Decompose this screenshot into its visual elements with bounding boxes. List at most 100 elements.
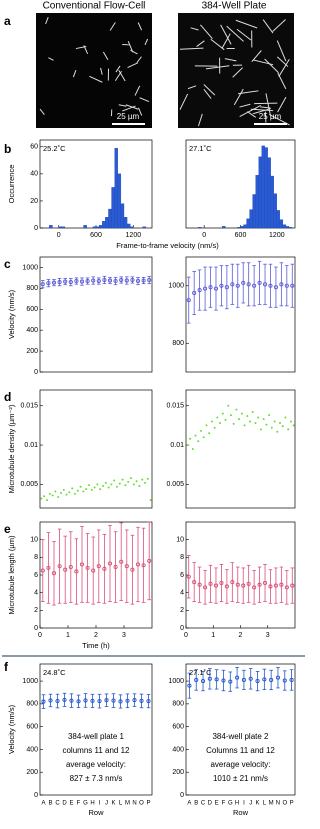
- note: average velocity:: [210, 760, 270, 769]
- y-tick-label: 6: [180, 572, 184, 579]
- filament: [220, 24, 232, 45]
- y-tick-label: 20: [30, 198, 38, 205]
- point: [262, 580, 268, 586]
- x-tick-label: 1: [211, 632, 215, 639]
- filament: [134, 85, 141, 96]
- plot-frame: [39, 521, 153, 629]
- filament: [115, 65, 121, 73]
- y-tick-label: 200: [172, 769, 184, 776]
- filament: [203, 88, 212, 99]
- filament: [122, 105, 136, 112]
- plot-frame: [39, 663, 153, 796]
- point: [257, 582, 262, 587]
- x-tick-label: B: [48, 801, 52, 807]
- figure: Conventional Flow-Cell 384-Well Plate 25…: [2, 0, 305, 817]
- filament: [138, 107, 143, 116]
- panel-label: c: [4, 257, 11, 271]
- point: [118, 699, 123, 704]
- x-tick-label: O: [282, 801, 287, 807]
- point: [96, 278, 101, 284]
- histogram-bar: [83, 225, 87, 229]
- x-tick-label: D: [208, 801, 213, 807]
- y-tick-label: 600: [26, 306, 38, 313]
- x-tick-label: G: [83, 801, 88, 807]
- point: [74, 278, 79, 284]
- point: [268, 584, 273, 589]
- filament: [89, 75, 103, 83]
- histogram-bar: [142, 226, 146, 229]
- filament: [253, 59, 274, 66]
- point: [248, 676, 253, 681]
- filament: [179, 47, 204, 50]
- point: [55, 698, 60, 704]
- x-tick-label: M: [269, 801, 274, 807]
- x-tick-label: J: [105, 801, 108, 807]
- point: [149, 499, 152, 502]
- point: [113, 278, 118, 284]
- point: [119, 559, 124, 564]
- point: [147, 277, 152, 283]
- point: [287, 428, 290, 431]
- point: [279, 582, 284, 587]
- filament: [224, 58, 237, 62]
- histogram-bar: [102, 221, 106, 229]
- x-axis-label: Time (h): [82, 641, 110, 650]
- x-tick-label: 1200: [126, 232, 142, 239]
- x-tick-label: J: [249, 801, 252, 807]
- micrograph: [36, 13, 152, 128]
- point: [269, 677, 274, 682]
- point: [68, 565, 73, 570]
- point: [46, 281, 51, 286]
- point: [96, 483, 99, 486]
- point: [186, 574, 191, 579]
- histogram-bar: [197, 227, 202, 229]
- filament: [196, 40, 205, 47]
- point: [235, 283, 240, 288]
- y-tick-label: 8: [34, 554, 38, 561]
- point: [57, 495, 60, 498]
- point: [241, 583, 246, 588]
- histogram-bar: [61, 226, 66, 229]
- point: [224, 285, 229, 290]
- point: [238, 418, 241, 421]
- point: [132, 698, 137, 703]
- filament: [277, 96, 287, 113]
- point: [96, 564, 101, 569]
- filament: [203, 84, 216, 96]
- x-tick-label: E: [69, 801, 73, 807]
- filament: [139, 97, 150, 103]
- point: [213, 426, 216, 429]
- histogram-bar: [98, 225, 103, 229]
- point: [88, 484, 90, 487]
- point: [229, 414, 232, 417]
- point: [99, 488, 102, 491]
- point: [284, 283, 289, 288]
- y-tick-label: 10: [30, 537, 38, 544]
- x-tick-label: H: [90, 801, 94, 807]
- point: [104, 481, 107, 484]
- panel-label: e: [4, 522, 11, 536]
- point: [79, 485, 82, 488]
- point: [224, 584, 229, 589]
- x-tick-label: 2: [94, 632, 98, 639]
- point: [257, 280, 262, 285]
- x-tick-label: K: [256, 801, 260, 807]
- point: [90, 698, 95, 703]
- point: [208, 285, 213, 290]
- point: [135, 278, 141, 284]
- y-tick-label: 0.005: [20, 481, 38, 488]
- point: [292, 424, 295, 427]
- filament: [127, 62, 139, 68]
- point: [262, 282, 268, 287]
- point: [208, 581, 213, 586]
- x-tick-label: P: [146, 801, 150, 807]
- note: columns 11 and 12: [62, 746, 130, 755]
- y-tick-label: 0.015: [20, 403, 38, 410]
- x-tick-label: 600: [90, 232, 102, 239]
- point: [191, 448, 194, 450]
- x-tick-label: I: [99, 801, 101, 807]
- histogram-bar: [130, 226, 134, 229]
- x-tick-label: 1: [66, 632, 70, 639]
- point: [241, 280, 246, 285]
- y-tick-label: 6: [34, 572, 38, 579]
